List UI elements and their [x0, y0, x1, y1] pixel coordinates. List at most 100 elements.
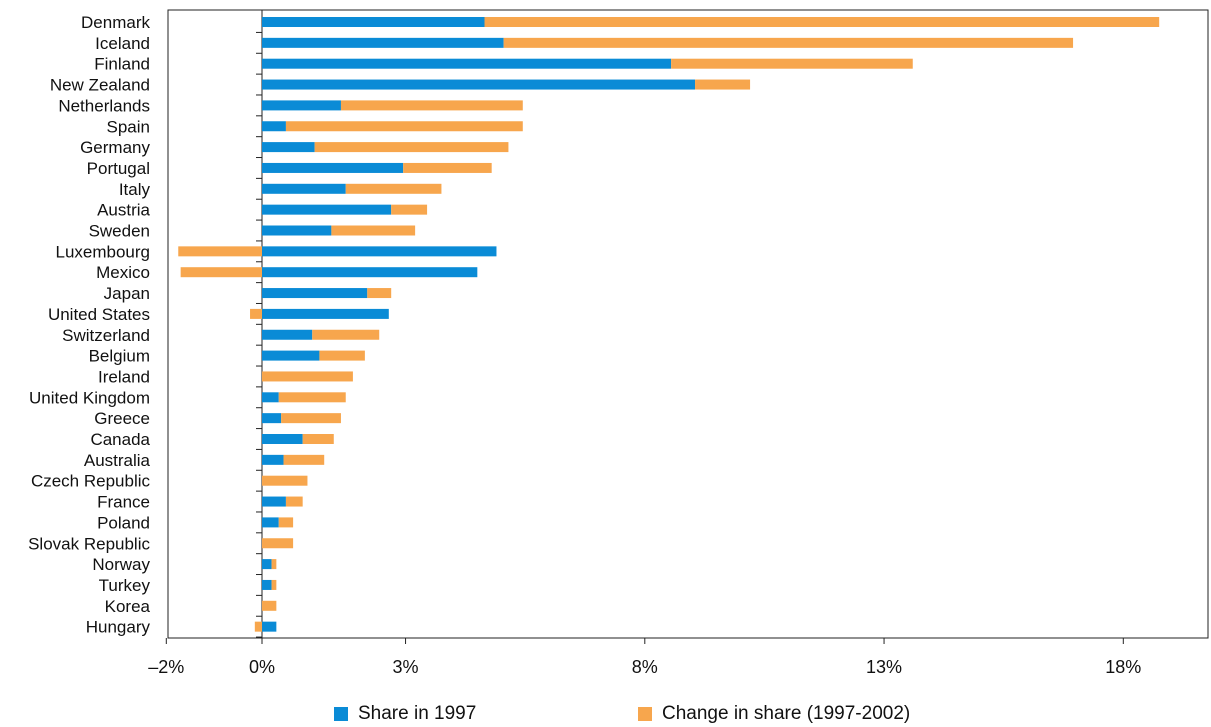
category-label-italy: Italy	[119, 180, 151, 199]
bar-change-united-kingdom	[278, 392, 346, 403]
bar-share-1997-iceland	[262, 37, 504, 48]
bar-share-1997-poland	[262, 517, 279, 528]
category-label-turkey: Turkey	[99, 576, 151, 595]
bar-change-norway	[271, 559, 277, 570]
bar-share-1997-austria	[262, 204, 392, 215]
bar-change-italy	[345, 183, 442, 194]
bar-share-1997-denmark	[262, 17, 485, 27]
bar-share-1997-new-zealand	[262, 79, 696, 90]
category-label-ireland: Ireland	[98, 367, 150, 386]
bar-share-1997-mexico	[262, 267, 478, 278]
bar-share-1997-belgium	[262, 350, 320, 361]
bar-change-new-zealand	[695, 79, 751, 90]
bar-share-1997-japan	[262, 288, 368, 299]
bar-change-united-states	[250, 308, 262, 319]
bar-change-finland	[671, 58, 913, 69]
category-label-germany: Germany	[80, 138, 150, 157]
bar-share-1997-switzerland	[262, 329, 313, 340]
bar-change-iceland	[503, 37, 1074, 48]
bar-share-1997-turkey	[262, 579, 272, 590]
category-label-czech-republic: Czech Republic	[31, 472, 151, 491]
bar-share-1997-italy	[262, 183, 346, 194]
x-tick-label: 3%	[393, 657, 419, 677]
bar-change-france	[285, 496, 303, 507]
category-label-canada: Canada	[90, 430, 150, 449]
bar-change-slovak-republic	[262, 538, 294, 549]
category-label-spain: Spain	[107, 117, 150, 136]
bar-change-ireland	[262, 371, 353, 382]
category-label-austria: Austria	[97, 201, 150, 220]
category-label-united-kingdom: United Kingdom	[29, 388, 150, 407]
bar-change-czech-republic	[262, 475, 308, 486]
bar-change-australia	[283, 454, 325, 465]
bar-change-luxembourg	[178, 246, 262, 257]
bar-share-1997-united-kingdom	[262, 392, 279, 403]
category-label-australia: Australia	[84, 451, 151, 470]
bar-share-1997-luxembourg	[262, 246, 497, 257]
bar-share-1997-australia	[262, 454, 284, 465]
category-label-denmark: Denmark	[81, 13, 150, 32]
bar-share-1997-hungary	[262, 621, 277, 632]
category-label-france: France	[97, 493, 150, 512]
legend-item-change-share: Change in share (1997-2002)	[638, 703, 910, 725]
bar-share-1997-sweden	[262, 225, 332, 236]
bar-change-sweden	[331, 225, 416, 236]
bar-share-1997-norway	[262, 559, 272, 570]
bar-change-canada	[302, 434, 334, 444]
bar-share-1997-greece	[262, 413, 282, 424]
bar-share-1997-finland	[262, 58, 672, 69]
category-label-poland: Poland	[97, 513, 150, 532]
category-label-sweden: Sweden	[89, 222, 150, 241]
bar-change-belgium	[319, 350, 365, 361]
x-tick-label: 8%	[632, 657, 658, 677]
bar-change-spain	[285, 121, 523, 132]
bar-change-hungary	[254, 621, 262, 632]
plot-frame	[167, 9, 1209, 639]
bar-change-netherlands	[340, 100, 523, 111]
x-tick-label: –2%	[148, 657, 184, 677]
legend-item-share-1997: Share in 1997	[334, 703, 476, 725]
category-label-norway: Norway	[92, 555, 150, 574]
category-label-slovak-republic: Slovak Republic	[28, 534, 150, 553]
bar-share-1997-portugal	[262, 162, 404, 173]
category-label-finland: Finland	[94, 55, 150, 74]
bar-change-portugal	[403, 162, 492, 173]
bar-share-1997-united-states	[262, 308, 389, 319]
bar-change-turkey	[271, 579, 277, 590]
bar-change-mexico	[180, 267, 262, 278]
category-label-japan: Japan	[104, 284, 150, 303]
category-label-hungary: Hungary	[86, 618, 151, 637]
bar-change-poland	[278, 517, 294, 528]
legend-swatch-change-share	[638, 707, 652, 721]
category-label-luxembourg: Luxembourg	[55, 242, 150, 261]
legend-swatch-share-1997	[334, 707, 348, 721]
x-tick-label: 0%	[249, 657, 275, 677]
legend: Share in 1997 Change in share (1997-2002…	[0, 703, 1211, 727]
category-label-new-zealand: New Zealand	[50, 76, 150, 95]
bar-change-greece	[281, 413, 341, 424]
category-label-greece: Greece	[94, 409, 150, 428]
legend-label-share-1997: Share in 1997	[358, 703, 477, 724]
bar-change-switzerland	[312, 329, 380, 340]
category-label-portugal: Portugal	[87, 159, 150, 178]
category-label-belgium: Belgium	[89, 347, 150, 366]
bar-change-korea	[262, 600, 277, 611]
bar-share-1997-netherlands	[262, 100, 341, 111]
bar-share-1997-france	[262, 496, 286, 507]
bar-share-1997-canada	[262, 434, 303, 444]
x-tick-label: 13%	[866, 657, 902, 677]
bar-change-austria	[391, 204, 428, 215]
bar-share-1997-germany	[262, 142, 315, 153]
bar-share-1997-spain	[262, 121, 286, 132]
legend-label-change-share: Change in share (1997-2002)	[662, 703, 911, 724]
category-label-switzerland: Switzerland	[62, 326, 150, 345]
category-label-korea: Korea	[105, 597, 151, 616]
category-label-mexico: Mexico	[96, 263, 150, 282]
chart: Denmark Iceland Finland New ZealandNetherla…	[28, 9, 1209, 677]
bar-change-japan	[367, 288, 392, 299]
category-label-united-states: United States	[48, 305, 150, 324]
bar-change-denmark	[484, 17, 1160, 27]
category-label-netherlands: Netherlands	[58, 96, 150, 115]
x-tick-label: 18%	[1105, 657, 1141, 677]
bar-change-germany	[314, 142, 509, 153]
